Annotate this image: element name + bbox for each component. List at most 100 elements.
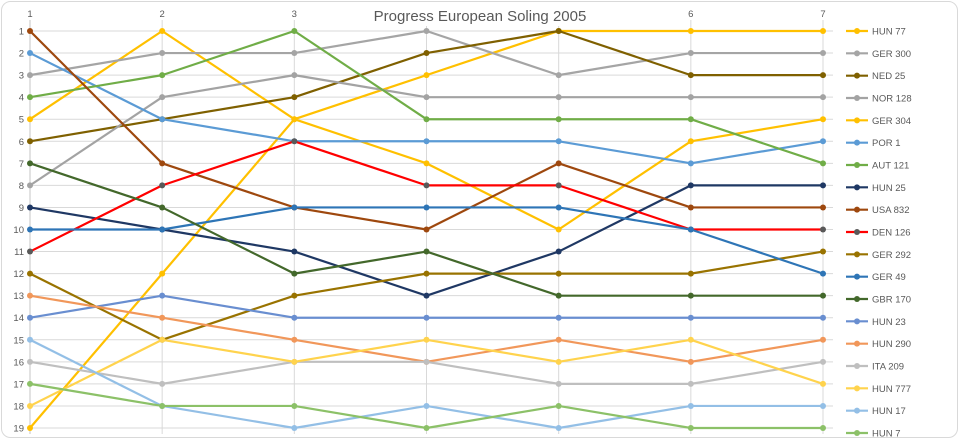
legend-label: GER 292 (872, 250, 911, 261)
series-marker-hun-77 (159, 28, 166, 34)
legend-item: GER 49 (846, 272, 906, 283)
legend-item: USA 832 (846, 205, 910, 216)
series-marker-den-126 (27, 248, 33, 255)
series-marker-hun-777 (555, 358, 562, 365)
series-marker-ger-49 (687, 226, 694, 233)
chart-title: Progress European Soling 2005 (374, 8, 587, 25)
series-marker-gbr-170 (555, 292, 562, 299)
series-marker-hun-7 (423, 425, 430, 431)
series-marker-ned-25 (423, 50, 430, 57)
series-marker-hun-25 (555, 248, 562, 255)
series-marker-ger-304 (555, 226, 562, 233)
series-marker-hun-290 (820, 336, 826, 343)
series-marker-ger-49 (27, 226, 33, 233)
series-marker-ger-292 (291, 292, 298, 299)
series-marker-nor-128 (555, 94, 562, 101)
legend-swatch-marker (854, 251, 860, 258)
series-marker-nor-128 (820, 94, 826, 101)
series-marker-aut-121 (687, 116, 694, 123)
series-marker-ger-304 (687, 138, 694, 145)
legend-label: DEN 126 (872, 228, 911, 239)
y-axis-label: 3 (19, 71, 24, 82)
series-marker-ger-292 (423, 270, 430, 277)
series-marker-ned-25 (555, 28, 562, 34)
series-marker-hun-25 (820, 182, 826, 189)
series-marker-aut-121 (423, 116, 430, 123)
series-marker-hun-23 (687, 314, 694, 321)
series-marker-por-1 (27, 50, 33, 57)
series-marker-den-126 (555, 182, 562, 189)
series-marker-gbr-170 (423, 248, 430, 255)
y-axis-label: 17 (13, 379, 24, 390)
series-marker-hun-777 (423, 336, 430, 343)
series-marker-hun-25 (27, 204, 33, 211)
legend-item: HUN 7 (846, 429, 901, 440)
series-marker-den-126 (820, 226, 826, 233)
series-marker-ger-49 (291, 204, 298, 211)
series-marker-hun-777 (820, 380, 826, 387)
legend-label: HUN 777 (872, 384, 911, 395)
series-marker-por-1 (555, 138, 562, 145)
y-axis-label: 10 (13, 225, 24, 236)
series-marker-hun-7 (291, 402, 298, 409)
legend-label: HUN 7 (872, 429, 901, 440)
series-marker-hun-23 (820, 314, 826, 321)
legend-label: AUT 121 (872, 161, 909, 172)
series-marker-hun-290 (27, 292, 33, 299)
legend-swatch-marker (854, 162, 860, 168)
legend-swatch-marker (854, 28, 860, 34)
series-marker-ned-25 (687, 72, 694, 79)
legend-label: HUN 25 (872, 183, 906, 194)
series-marker-hun-25 (423, 292, 430, 299)
series-marker-hun-17 (27, 336, 33, 343)
legend-label: HUN 23 (872, 317, 906, 328)
legend-label: NED 25 (872, 71, 905, 82)
series-marker-usa-832 (820, 204, 826, 211)
series-marker-gbr-170 (820, 292, 826, 299)
series-marker-nor-128 (159, 94, 166, 101)
legend-label: GER 49 (872, 272, 906, 283)
series-marker-ita-209 (27, 358, 33, 365)
series-marker-hun-7 (159, 402, 166, 409)
legend-swatch-marker (854, 318, 860, 325)
legend-item: HUN 777 (846, 384, 911, 395)
chart-title-backing (360, 3, 600, 26)
series-marker-ita-209 (423, 358, 430, 365)
x-axis-label: 2 (160, 9, 165, 20)
series-marker-hun-77 (27, 116, 33, 123)
series-marker-aut-121 (555, 116, 562, 123)
series-marker-den-126 (423, 182, 430, 189)
series-marker-hun-7 (687, 425, 694, 431)
y-axis-label: 7 (19, 159, 24, 170)
series-marker-hun-290 (687, 358, 694, 365)
x-axis-label: 6 (688, 9, 693, 20)
y-axis-label: 1 (19, 27, 24, 38)
legend-swatch-marker (854, 95, 860, 101)
legend-label: NOR 128 (872, 94, 912, 105)
series-marker-gbr-170 (291, 270, 298, 277)
series-marker-ned-25 (291, 94, 298, 101)
legend-item: HUN 77 (846, 27, 906, 38)
legend-swatch-marker (854, 50, 860, 57)
legend-swatch-marker (854, 206, 860, 213)
y-axis-label: 12 (13, 269, 24, 280)
series-marker-hun-77 (423, 72, 430, 79)
legend-swatch-marker (854, 296, 860, 302)
legend-item: GER 300 (846, 49, 911, 60)
series-marker-aut-121 (291, 28, 298, 34)
series-marker-ger-49 (159, 226, 166, 233)
series-marker-hun-7 (27, 380, 33, 387)
legend-item: POR 1 (846, 138, 901, 149)
series-marker-ger-304 (159, 270, 166, 277)
series-marker-ger-300 (159, 50, 166, 57)
series-marker-ger-300 (27, 72, 33, 79)
series-marker-usa-832 (423, 226, 430, 233)
y-axis-label: 13 (13, 291, 24, 302)
series-marker-hun-290 (291, 336, 298, 343)
series-marker-hun-777 (291, 358, 298, 365)
series-marker-usa-832 (555, 160, 562, 167)
y-axis-label: 19 (13, 424, 24, 435)
series-marker-ger-304 (820, 116, 826, 123)
